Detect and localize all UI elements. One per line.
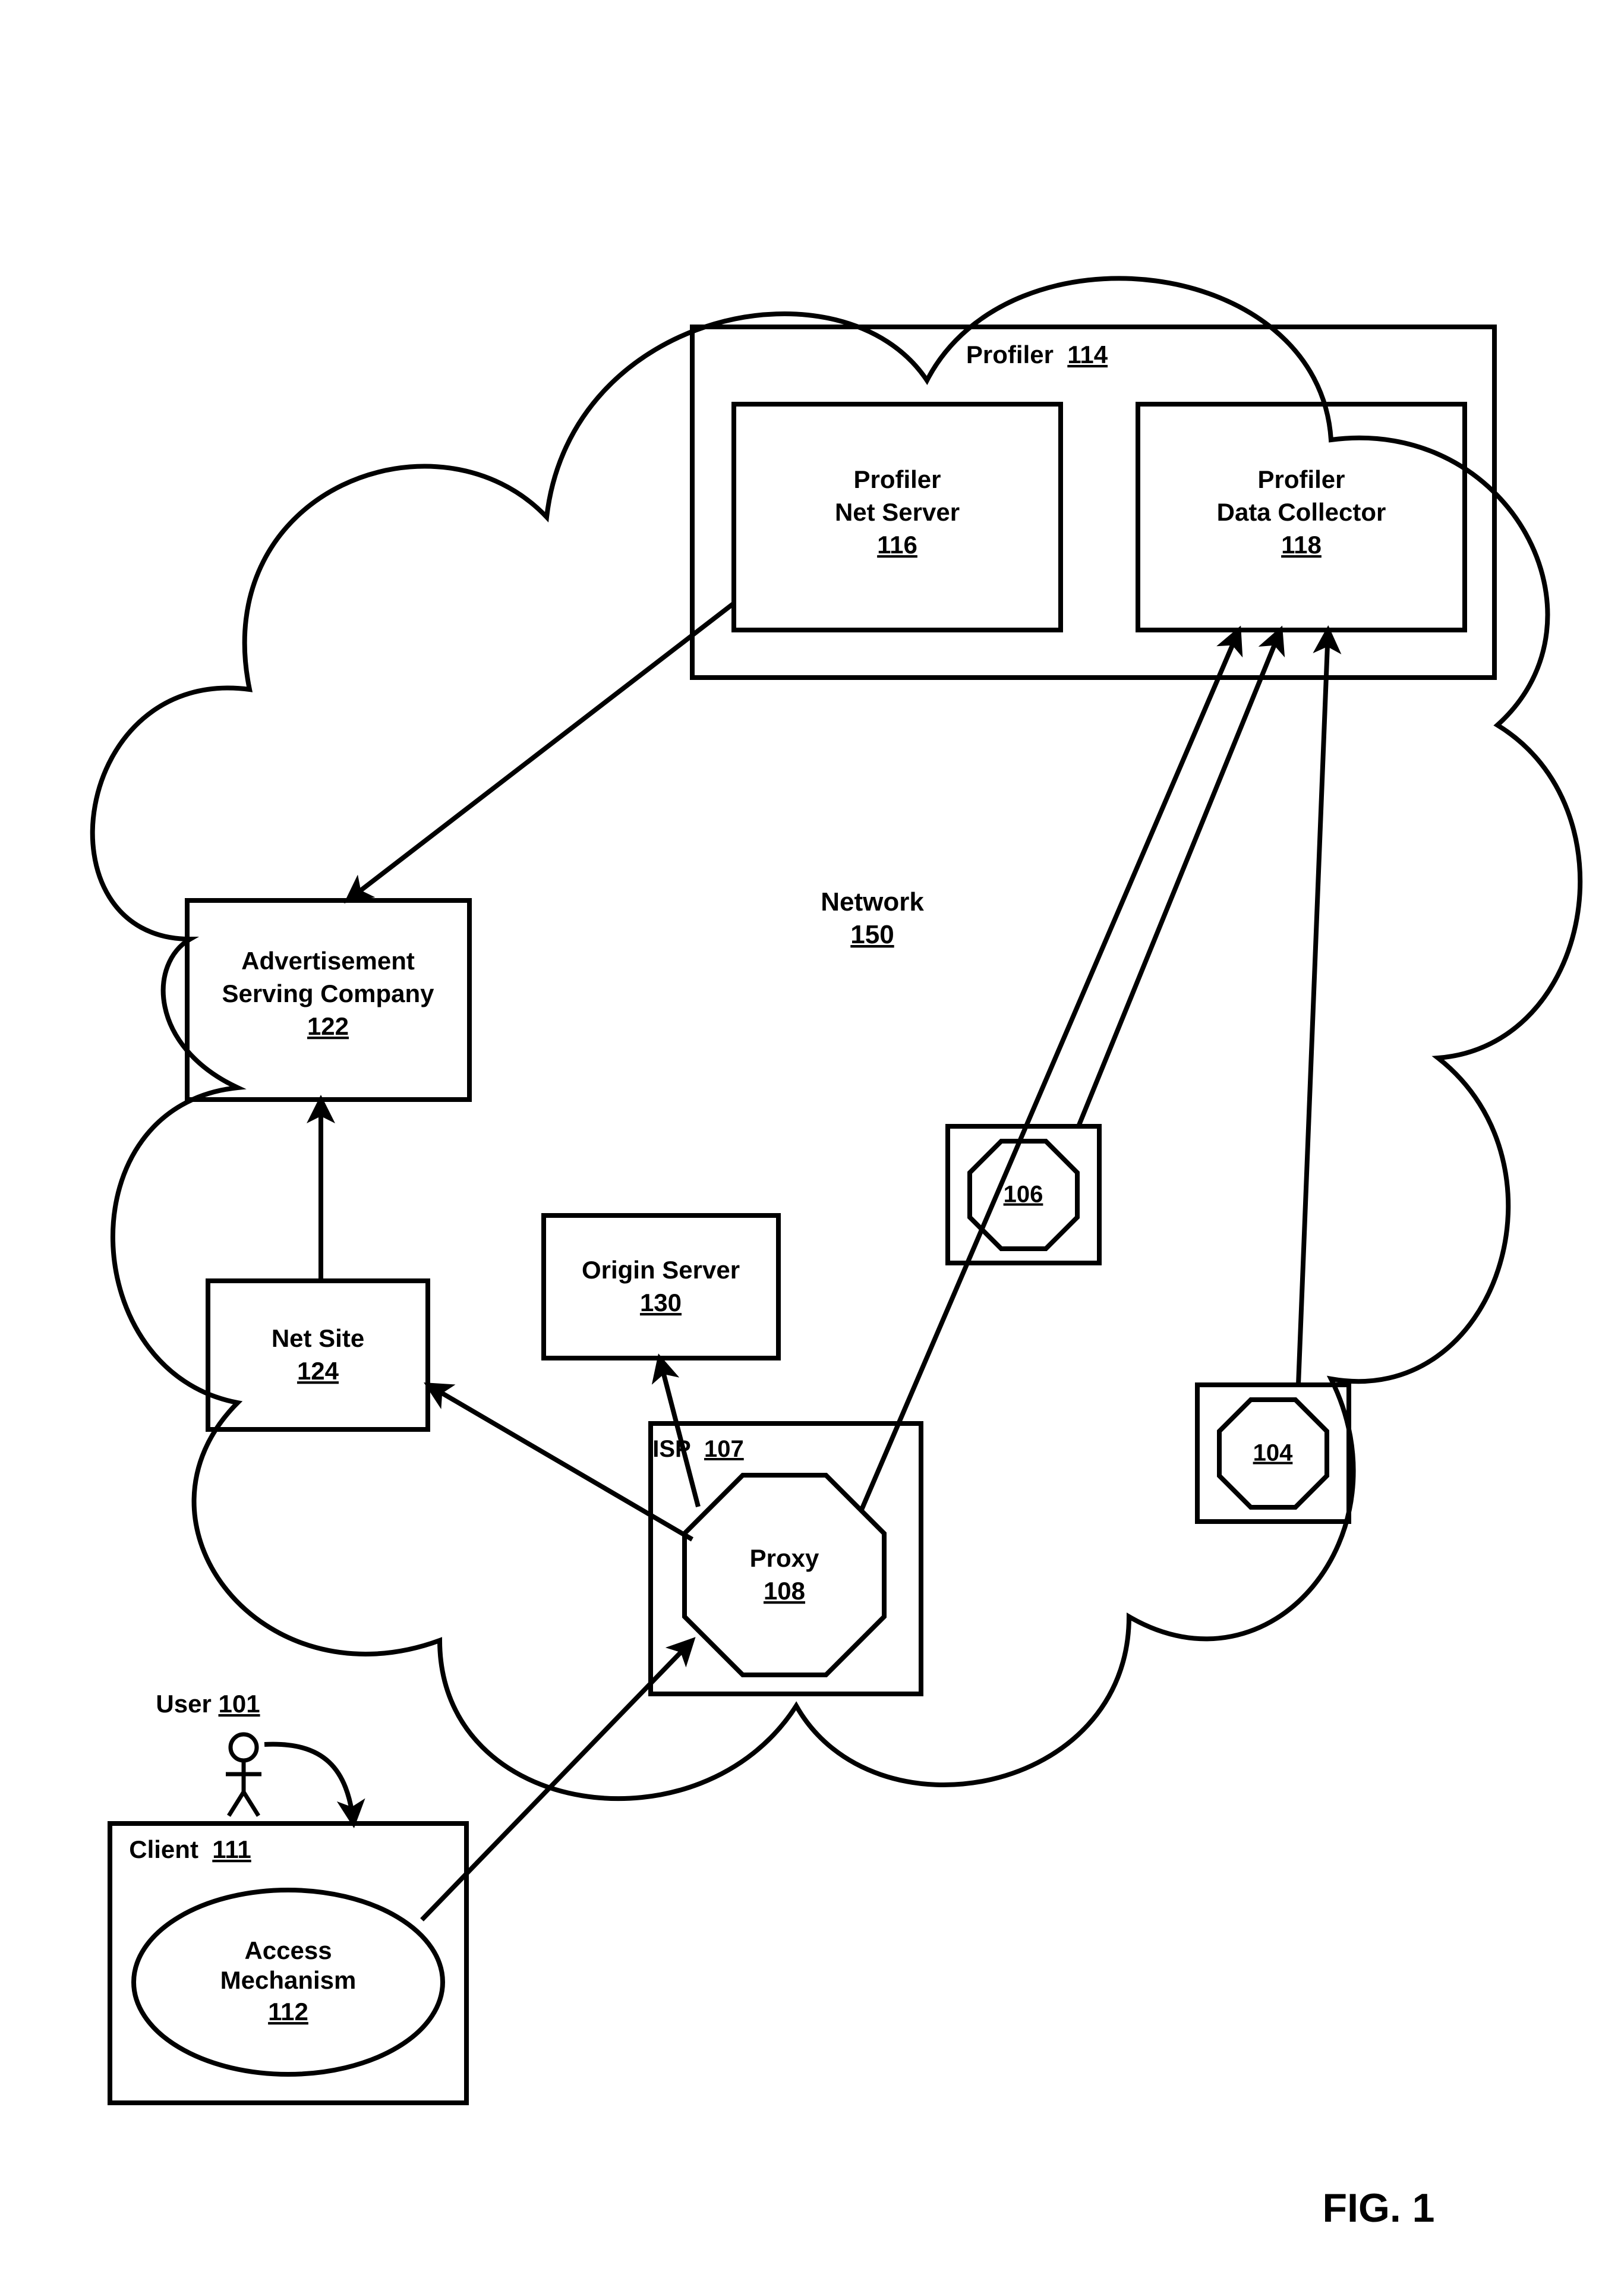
net-site-box — [208, 1281, 428, 1429]
user-icon — [226, 1734, 261, 1816]
ad-company-l2: Serving Company — [222, 979, 434, 1007]
node-104-ref: 104 — [1253, 1440, 1293, 1466]
arrows — [264, 603, 1328, 1920]
access-mech-ref: 112 — [268, 1998, 308, 2026]
profiler-data-collector-ref: 118 — [1281, 531, 1322, 559]
arrow-proxy-to-origin — [660, 1358, 698, 1507]
figure-1-diagram: Network 150 Profiler 114 Profiler Net Se… — [0, 0, 1621, 2296]
network-label: Network — [821, 887, 924, 916]
profiler-net-server-ref: 116 — [877, 531, 917, 559]
profiler-label: Profiler 114 — [966, 341, 1108, 369]
arrow-104-to-collector — [1298, 630, 1328, 1385]
node-106-ref: 106 — [1004, 1182, 1043, 1208]
access-mech-l2: Mechanism — [220, 1966, 357, 1994]
profiler-data-collector-l2: Data Collector — [1217, 498, 1386, 526]
profiler-net-server-l2: Net Server — [835, 498, 960, 526]
access-mech-l1: Access — [244, 1936, 332, 1964]
network-ref: 150 — [850, 920, 894, 949]
profiler-net-server-l1: Profiler — [853, 465, 941, 493]
profiler-data-collector-l1: Profiler — [1257, 465, 1345, 493]
figure-title: FIG. 1 — [1323, 2185, 1435, 2231]
isp-label: ISP 107 — [652, 1436, 743, 1462]
ad-company-l1: Advertisement — [241, 947, 415, 975]
arrow-netserver-to-ad — [348, 603, 734, 900]
user-label: User 101 — [156, 1690, 260, 1718]
proxy-ref: 108 — [764, 1577, 805, 1605]
arrow-106-to-collector — [1078, 630, 1281, 1126]
proxy-octagon — [685, 1475, 884, 1675]
net-site-ref: 124 — [297, 1357, 339, 1385]
net-site-l1: Net Site — [272, 1324, 364, 1352]
origin-server-l1: Origin Server — [582, 1256, 740, 1284]
arrow-proxy-to-collector — [862, 630, 1239, 1510]
proxy-l1: Proxy — [750, 1544, 819, 1572]
arrow-user-to-client — [264, 1744, 354, 1823]
origin-server-ref: 130 — [640, 1289, 682, 1317]
ad-company-ref: 122 — [307, 1012, 349, 1040]
client-label: Client 111 — [129, 1835, 251, 1863]
arrow-access-to-proxy — [422, 1640, 692, 1920]
origin-server-box — [544, 1215, 778, 1358]
